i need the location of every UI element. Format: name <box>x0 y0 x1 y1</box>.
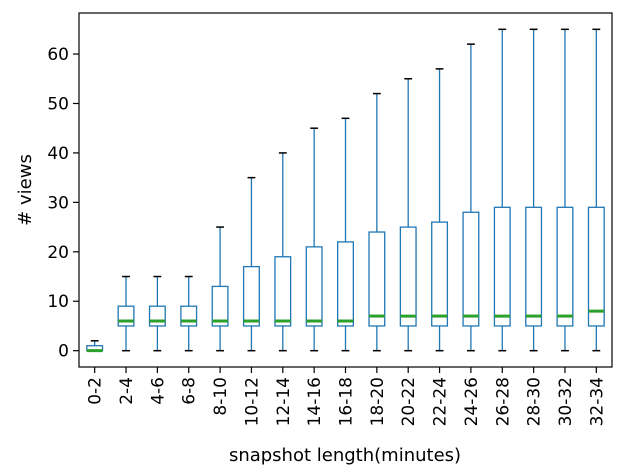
x-tick-label: 6-8 <box>180 377 200 405</box>
box-group <box>148 275 166 352</box>
x-tick-label: 12-14 <box>274 377 294 426</box>
box-group <box>493 28 511 352</box>
x-tick-label: 0-2 <box>86 377 106 405</box>
x-tick-label: 26-28 <box>493 377 513 426</box>
x-tick-label: 14-16 <box>305 377 325 426</box>
box-group <box>587 28 605 352</box>
box-group <box>305 127 323 352</box>
x-tick-label: 30-32 <box>556 377 576 426</box>
x-tick-label: 16-18 <box>337 377 357 426</box>
box-group <box>399 78 417 352</box>
box-iqr <box>399 226 417 327</box>
boxes-layer <box>86 28 605 353</box>
y-tick-label: 10 <box>47 292 69 312</box>
box-iqr <box>337 241 354 327</box>
y-axis-label: # views <box>15 154 36 226</box>
box-group <box>274 152 292 352</box>
box-iqr <box>180 305 198 327</box>
box-group <box>180 275 198 352</box>
x-tick-label: 2-4 <box>117 377 137 405</box>
box-iqr <box>368 231 386 327</box>
box-group <box>525 28 543 352</box>
x-tick-label: 20-22 <box>399 377 419 426</box>
box-group <box>86 340 104 353</box>
x-tick-label: 8-10 <box>211 377 231 416</box>
box-group <box>368 92 386 352</box>
x-tick-label: 28-30 <box>525 377 545 426</box>
x-tick-label: 10-12 <box>242 377 262 426</box>
x-tick-label: 4-6 <box>148 377 168 405</box>
box-group <box>242 176 260 352</box>
plot-frame <box>78 12 613 368</box>
y-tick-label: 0 <box>58 342 69 362</box>
box-iqr <box>462 211 480 327</box>
y-tick-label: 20 <box>47 243 69 263</box>
box-group <box>556 28 574 352</box>
box-iqr <box>431 221 449 327</box>
box-iqr <box>211 285 229 327</box>
box-iqr <box>305 246 323 327</box>
box-group <box>211 226 229 352</box>
y-tick-label: 50 <box>47 94 69 114</box>
y-tick-label: 60 <box>47 45 69 65</box>
x-tick-label: 22-24 <box>431 377 451 426</box>
box-iqr <box>525 206 543 327</box>
box-group <box>117 275 135 352</box>
y-tick-label: 30 <box>47 193 69 213</box>
x-tick-label: 32-34 <box>587 377 607 426</box>
box-iqr <box>587 206 605 327</box>
box-iqr <box>242 265 260 327</box>
y-axis: 0 10 20 30 40 50 60 <box>47 45 79 362</box>
box-group <box>431 68 449 352</box>
y-tick-label: 40 <box>47 144 69 164</box>
x-axis-label: snapshot length(minutes) <box>229 445 461 466</box>
x-axis: 0-2 2-4 4-6 6-8 8-10 10-12 12-14 14-16 16-18 18-2… <box>86 367 607 426</box>
x-tick-label: 18-20 <box>368 377 388 426</box>
box-iqr <box>117 305 135 327</box>
box-iqr <box>274 256 292 327</box>
box-iqr <box>493 206 511 327</box>
box-group <box>462 43 480 352</box>
box-iqr <box>148 305 166 327</box>
x-tick-label: 24-26 <box>462 377 482 426</box>
box-group <box>337 117 354 352</box>
box-iqr <box>556 206 574 327</box>
